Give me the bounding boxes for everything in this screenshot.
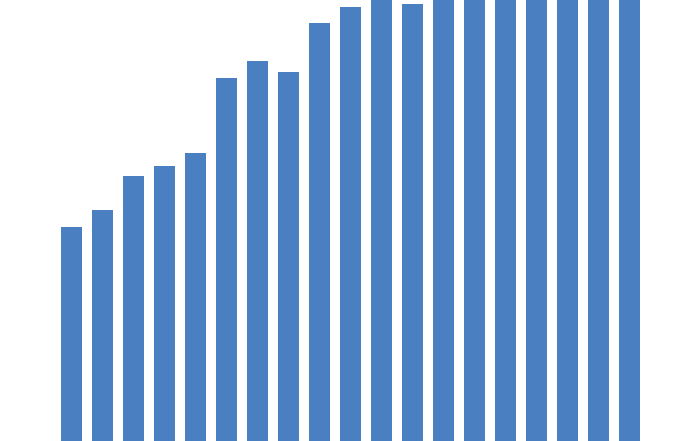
bar (464, 0, 485, 441)
bar (402, 4, 423, 441)
bar (557, 0, 578, 441)
bar (216, 78, 237, 441)
bar (619, 0, 640, 441)
bar (309, 23, 330, 441)
bar (433, 0, 454, 441)
bar (495, 0, 516, 441)
bar (340, 7, 361, 441)
bar (185, 153, 206, 441)
bar (588, 0, 609, 441)
bar (92, 210, 113, 441)
bar (61, 227, 82, 441)
bar (278, 72, 299, 441)
bar (247, 61, 268, 441)
bar (154, 166, 175, 441)
bar (526, 0, 547, 441)
bar (371, 0, 392, 441)
bar (123, 176, 144, 441)
